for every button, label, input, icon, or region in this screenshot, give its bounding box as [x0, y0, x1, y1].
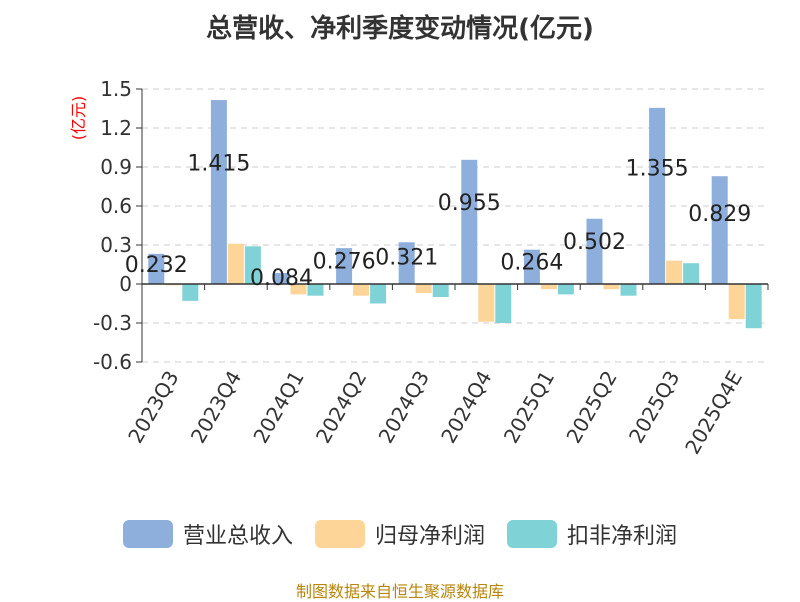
x-tick-label: 2025Q1	[499, 367, 559, 448]
bar	[603, 284, 620, 290]
bar	[353, 284, 370, 296]
bar	[210, 100, 227, 284]
x-tick-label: 2023Q3	[123, 367, 183, 448]
legend-item[interactable]: 营业总收入	[122, 518, 293, 550]
bar	[666, 260, 683, 284]
bar	[227, 243, 244, 284]
legend-swatch	[122, 520, 173, 548]
bar	[432, 284, 449, 297]
bar	[620, 284, 637, 296]
y-tick-label: 0.6	[100, 194, 132, 218]
bar	[745, 284, 762, 329]
data-label: 1.355	[626, 157, 689, 182]
data-label: 0.502	[563, 230, 626, 255]
chart-title: 总营收、净利季度变动情况(亿元)	[206, 14, 594, 44]
bar	[495, 284, 512, 323]
bar	[244, 246, 261, 284]
x-tick-label: 2025Q2	[561, 367, 621, 448]
bar	[683, 263, 700, 284]
source-note: 制图数据来自恒生聚源数据库	[295, 582, 504, 601]
data-label: 1.415	[187, 152, 250, 177]
legend-label: 归母净利润	[374, 524, 485, 549]
data-label: 0.955	[438, 191, 501, 216]
bar	[307, 284, 324, 296]
data-label: 0.084	[250, 266, 313, 291]
bar	[336, 248, 353, 284]
y-axis-label: (亿元)	[69, 96, 88, 141]
bar	[649, 107, 666, 284]
y-tick-label: 1.2	[100, 116, 132, 140]
bar	[290, 284, 307, 295]
legend: 营业总收入 归母净利润 扣非净利润	[0, 518, 800, 550]
y-tick-label: 1.5	[100, 77, 132, 101]
y-tick-label: -0.6	[93, 350, 132, 374]
bar	[273, 273, 290, 284]
bar	[398, 242, 415, 284]
bar	[370, 284, 387, 304]
bar	[540, 284, 557, 290]
y-tick-label: 0.9	[100, 155, 132, 179]
data-label: 0.321	[375, 245, 438, 270]
legend-item[interactable]: 归母净利润	[314, 518, 485, 550]
legend-item[interactable]: 扣非净利润	[507, 518, 677, 550]
bars	[148, 100, 762, 329]
bar	[461, 159, 478, 284]
bar	[415, 284, 432, 294]
bar	[523, 249, 540, 284]
bar	[557, 284, 574, 295]
y-tick-label: -0.3	[93, 311, 132, 335]
bar	[148, 253, 165, 284]
data-label: 0.829	[688, 202, 751, 227]
legend-label: 扣非净利润	[567, 524, 678, 549]
bar	[182, 284, 199, 301]
bar	[586, 218, 603, 284]
x-tick-label: 2024Q4	[436, 367, 496, 448]
x-tick-label: 2023Q4	[186, 367, 246, 448]
bar	[478, 284, 495, 322]
y-tick-label: 0	[119, 272, 132, 296]
x-tick-label: 2024Q2	[311, 367, 371, 448]
bar	[711, 176, 728, 284]
grid-lines	[142, 88, 768, 363]
legend-swatch	[507, 520, 557, 548]
data-label: 0.232	[125, 253, 188, 278]
data-label: 0.276	[313, 249, 376, 274]
bar	[728, 284, 745, 320]
legend-swatch	[314, 520, 365, 548]
x-tick-label: 2024Q3	[374, 367, 434, 448]
data-label: 0.264	[500, 250, 563, 275]
x-tick-label: 2025Q3	[624, 367, 684, 448]
legend-label: 营业总收入	[182, 524, 293, 549]
x-tick-label: 2024Q1	[248, 367, 308, 448]
x-tick-label: 2025Q4E	[680, 367, 747, 459]
y-tick-label: 0.3	[100, 233, 132, 257]
